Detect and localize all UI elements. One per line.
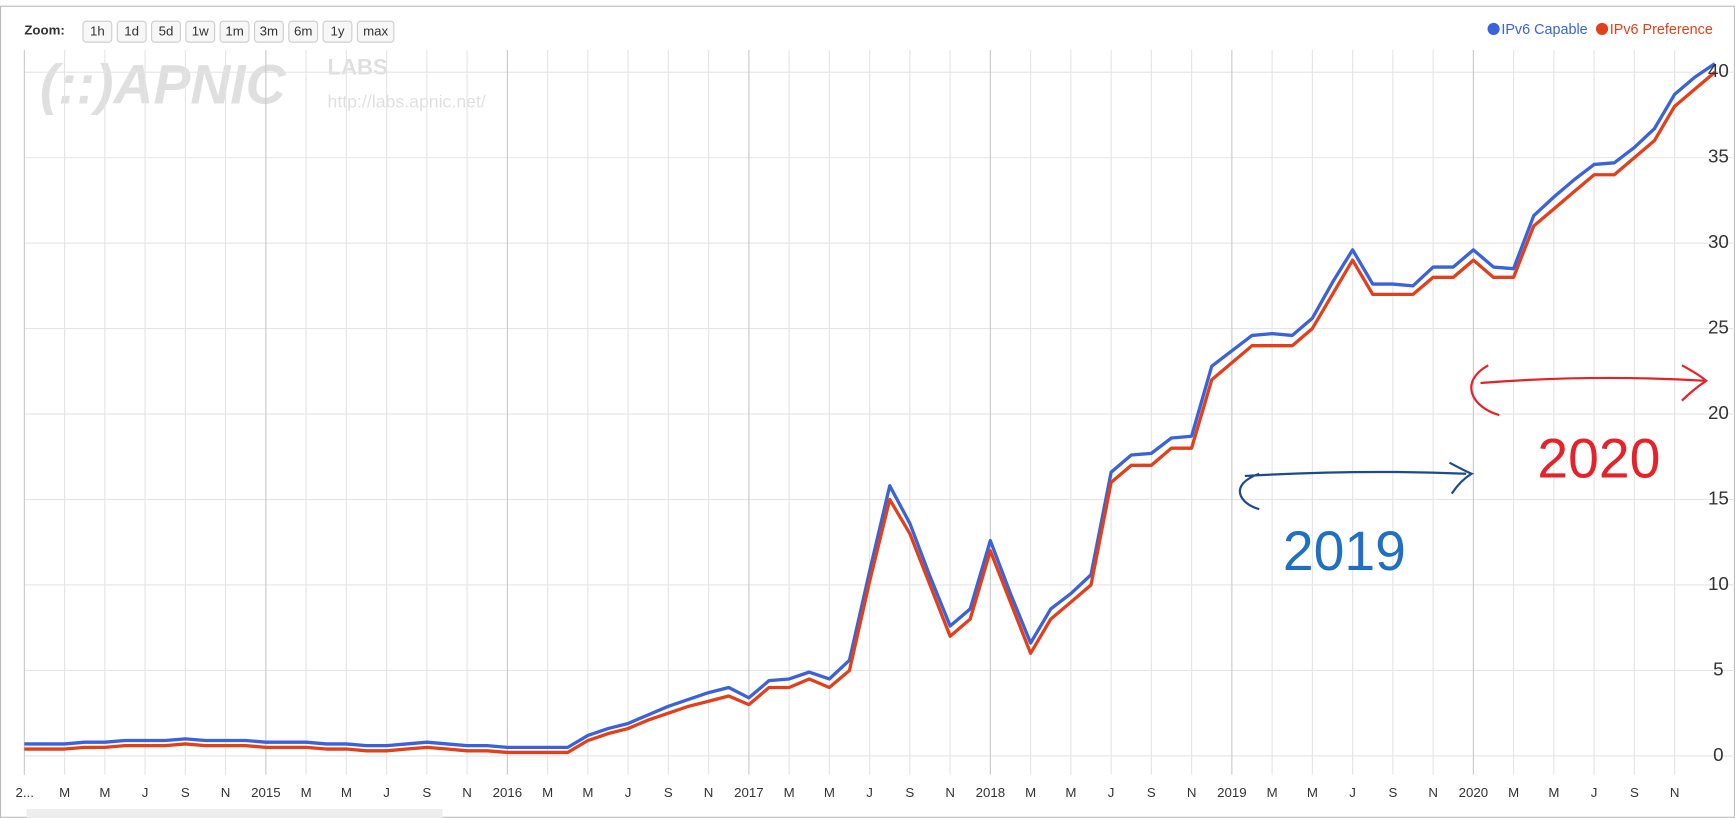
x-tick-label: N <box>1187 785 1197 800</box>
zoom-button-label[interactable]: 1h <box>90 24 105 39</box>
zoom-button[interactable]: 6m <box>288 20 319 43</box>
x-tick-label: 2... <box>15 785 33 800</box>
x-tick-label: J <box>866 785 873 800</box>
x-tick-label: M <box>1548 785 1559 800</box>
x-tick-label: M <box>1025 785 1036 800</box>
zoom-button-label[interactable]: 1d <box>124 24 139 39</box>
y-tick-label: 15 <box>1708 487 1729 508</box>
zoom-bar: Zoom: 1h 1d 5d 1w 1m 3m 6m 1y max <box>24 20 395 43</box>
x-tick-label: N <box>945 785 955 800</box>
arrow-2020 <box>1470 364 1709 417</box>
x-tick-label: J <box>383 785 390 800</box>
zoom-button[interactable]: 1y <box>322 20 353 43</box>
watermark-labs: LABS <box>328 55 388 80</box>
x-tick-label: N <box>221 785 231 800</box>
x-tick-label: M <box>824 785 835 800</box>
x-tick-label: 2019 <box>1217 785 1247 800</box>
x-tick-label: M <box>1307 785 1318 800</box>
y-tick-label: 10 <box>1708 573 1729 594</box>
zoom-button-bg[interactable] <box>185 20 216 43</box>
legend-swatch <box>1487 22 1500 36</box>
zoom-button[interactable]: 1m <box>219 20 250 43</box>
x-tick-label: S <box>181 785 190 800</box>
zoom-button-label[interactable]: 6m <box>294 24 312 39</box>
zoom-button-bg[interactable] <box>116 20 147 43</box>
arrow-2019 <box>1238 461 1475 511</box>
watermark-logo: (::)APNIC <box>40 53 287 115</box>
zoom-button[interactable]: 1d <box>116 20 147 43</box>
zoom-button[interactable]: 3m <box>253 20 284 43</box>
frame <box>0 5 1735 818</box>
watermark: (::)APNIC LABS http://labs.apnic.net/ <box>40 53 486 115</box>
x-tick-label: S <box>422 785 431 800</box>
zoom-button-bg[interactable] <box>151 20 181 43</box>
annotation-2019: 2019 <box>1283 520 1406 582</box>
x-tick-label: J <box>1591 785 1598 800</box>
zoom-button-bg[interactable] <box>82 20 113 43</box>
series-line <box>24 62 1716 750</box>
x-tick-label: N <box>462 785 472 800</box>
zoom-button-bg[interactable] <box>253 20 284 43</box>
zoom-button-bg[interactable] <box>356 20 395 43</box>
annotation-2020: 2020 <box>1537 427 1660 489</box>
y-tick-label: 30 <box>1708 231 1729 252</box>
x-tick-label: J <box>1349 785 1356 800</box>
y-tick-label: 25 <box>1708 317 1729 338</box>
zoom-button[interactable]: 1h <box>82 20 113 43</box>
x-tick-label: N <box>704 785 714 800</box>
legend-swatch <box>1595 22 1609 36</box>
x-tick-label: J <box>625 785 632 800</box>
x-tick-label: 2018 <box>976 785 1006 800</box>
x-tick-label: 2015 <box>251 785 281 800</box>
y-tick-label: 35 <box>1708 146 1729 167</box>
zoom-button[interactable]: max <box>356 20 395 43</box>
zoom-button-label[interactable]: 3m <box>260 24 278 39</box>
x-tick-label: 2016 <box>493 785 523 800</box>
zoom-button-bg[interactable] <box>322 20 353 43</box>
zoom-label: Zoom: <box>24 23 65 38</box>
x-tick-label: M <box>341 785 352 800</box>
x-tick-label: 2017 <box>734 785 764 800</box>
legend-label: IPv6 Capable <box>1501 22 1587 38</box>
zoom-button-label[interactable]: 5d <box>159 24 174 39</box>
x-tick-label: 2020 <box>1459 785 1489 800</box>
x-tick-label: S <box>664 785 673 800</box>
zoom-button-bg[interactable] <box>288 20 319 43</box>
navigator[interactable] <box>26 809 443 818</box>
x-tick-label: M <box>542 785 553 800</box>
x-tick-label: M <box>59 785 70 800</box>
y-tick-label: 5 <box>1713 658 1723 679</box>
x-tick-label: N <box>1670 785 1680 800</box>
x-tick-label: M <box>582 785 593 800</box>
y-tick-label: 20 <box>1708 402 1729 423</box>
x-tick-label: S <box>1388 785 1397 800</box>
x-tick-label: M <box>1508 785 1519 800</box>
zoom-button-label[interactable]: 1y <box>330 24 344 39</box>
x-tick-label: J <box>1108 785 1115 800</box>
series-line <box>24 70 1716 755</box>
zoom-button-label[interactable]: 1m <box>225 24 243 39</box>
x-tick-label: S <box>905 785 914 800</box>
zoom-button-label[interactable]: 1w <box>192 24 209 39</box>
x-tick-label: M <box>1267 785 1278 800</box>
legend-label: IPv6 Preference <box>1610 22 1713 38</box>
y-tick-label: 40 <box>1708 60 1729 81</box>
zoom-button-bg[interactable] <box>219 20 250 43</box>
watermark-url: http://labs.apnic.net/ <box>328 92 486 112</box>
x-tick-label: J <box>142 785 149 800</box>
x-tick-label: M <box>784 785 795 800</box>
zoom-button-label[interactable]: max <box>363 24 388 39</box>
zoom-button[interactable]: 5d <box>151 20 181 43</box>
x-tick-label: S <box>1147 785 1156 800</box>
x-tick-label: S <box>1630 785 1639 800</box>
annotation-arrows <box>1238 364 1709 511</box>
x-tick-label: M <box>99 785 110 800</box>
x-tick-label: N <box>1428 785 1438 800</box>
zoom-button[interactable]: 1w <box>185 20 216 43</box>
x-tick-label: M <box>1065 785 1076 800</box>
x-tick-label: M <box>301 785 312 800</box>
y-tick-label: 0 <box>1713 744 1723 765</box>
